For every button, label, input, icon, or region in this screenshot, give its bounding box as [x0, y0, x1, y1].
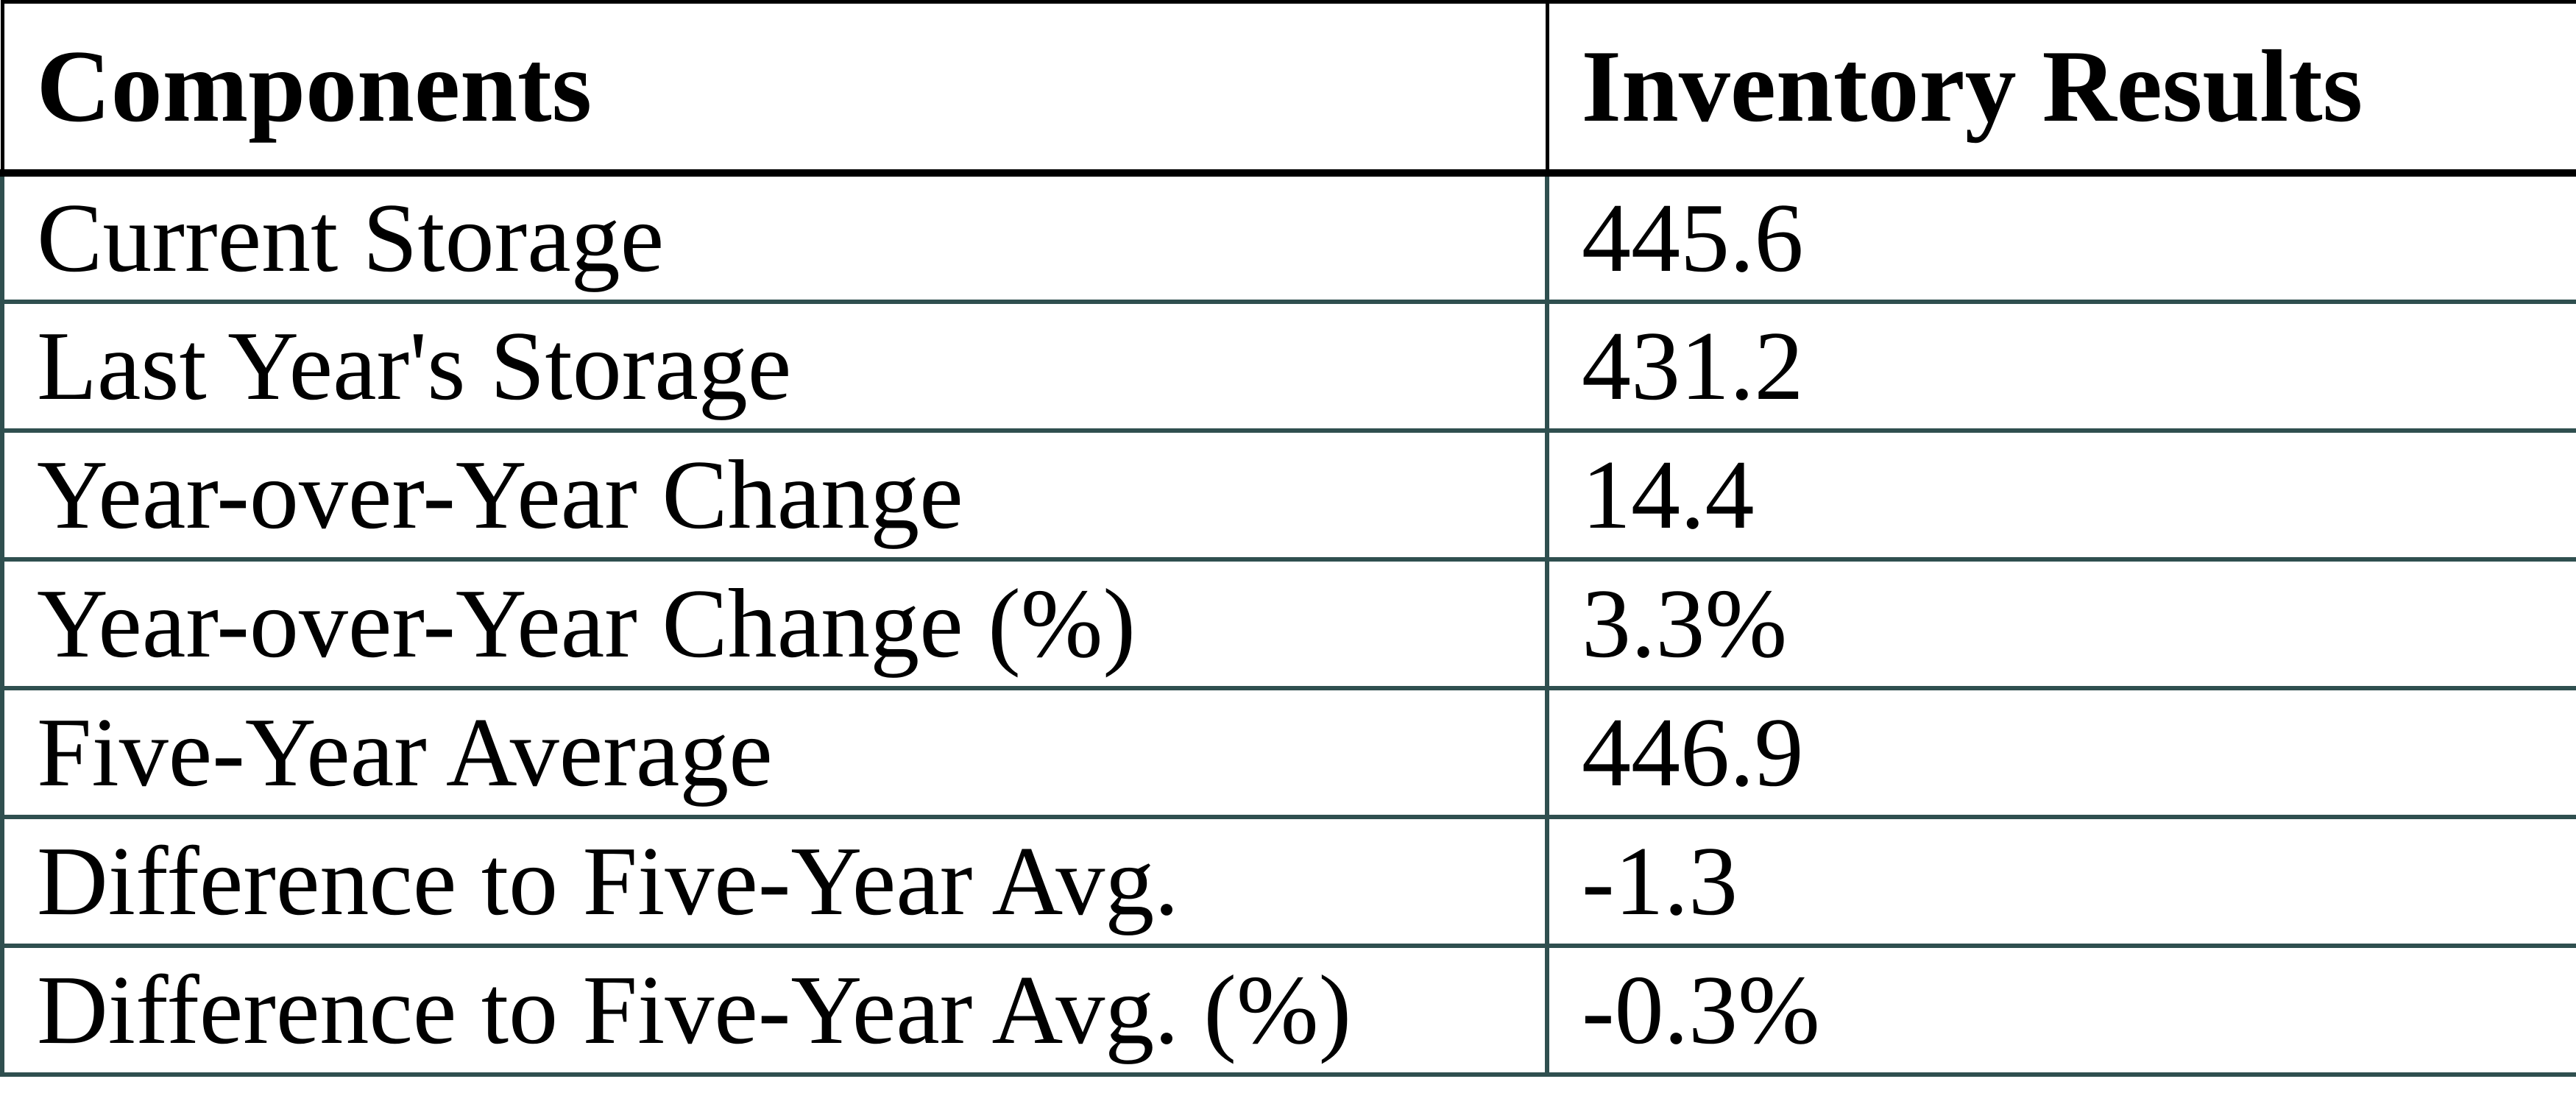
table-row: Five-Year Average 446.9 [0, 685, 2576, 819]
table-row: Year-over-Year Change (%) 3.3% [0, 556, 2576, 690]
component-cell: Difference to Five-Year Avg. (%) [0, 943, 1549, 1077]
component-cell: Year-over-Year Change [0, 428, 1549, 562]
column-header-inventory-results: Inventory Results [1545, 0, 2576, 177]
table-row: Difference to Five-Year Avg. (%) -0.3% [0, 943, 2576, 1077]
result-cell: 3.3% [1545, 556, 2576, 690]
result-cell: -0.3% [1545, 943, 2576, 1077]
component-cell: Current Storage [0, 170, 1549, 304]
table-row: Year-over-Year Change 14.4 [0, 428, 2576, 562]
table-row: Current Storage 445.6 [0, 170, 2576, 304]
result-cell: 445.6 [1545, 170, 2576, 304]
header-row: Components Inventory Results [0, 0, 2576, 177]
result-cell: 446.9 [1545, 685, 2576, 819]
column-header-components: Components [0, 0, 1549, 177]
table-row: Difference to Five-Year Avg. -1.3 [0, 814, 2576, 948]
result-cell: 431.2 [1545, 299, 2576, 433]
result-cell: 14.4 [1545, 428, 2576, 562]
result-cell: -1.3 [1545, 814, 2576, 948]
component-cell: Last Year's Storage [0, 299, 1549, 433]
component-cell: Year-over-Year Change (%) [0, 556, 1549, 690]
component-cell: Five-Year Average [0, 685, 1549, 819]
table-row: Last Year's Storage 431.2 [0, 299, 2576, 433]
inventory-results-table: Components Inventory Results Current Sto… [0, 0, 2576, 1077]
component-cell: Difference to Five-Year Avg. [0, 814, 1549, 948]
